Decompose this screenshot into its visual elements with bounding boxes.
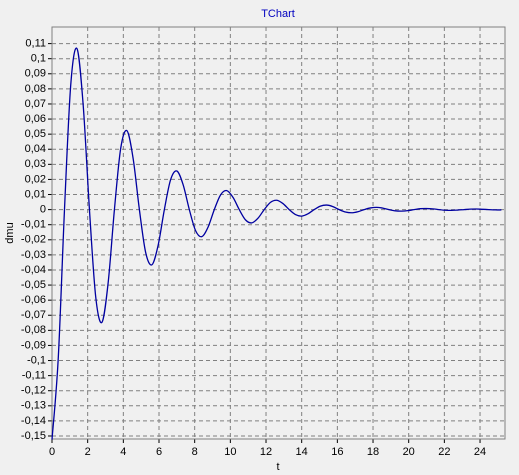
y-tick-label: -0,13 bbox=[21, 400, 46, 412]
y-tick-label: 0,1 bbox=[31, 53, 46, 65]
y-axis-label: dmu bbox=[4, 222, 16, 243]
y-tick-label: -0,12 bbox=[21, 385, 46, 397]
x-tick-label: 4 bbox=[120, 446, 126, 458]
x-tick-label: 12 bbox=[260, 446, 272, 458]
plot-frame bbox=[51, 26, 506, 440]
y-tick-label: -0,11 bbox=[22, 370, 46, 382]
y-tick-label: -0,08 bbox=[21, 324, 46, 336]
y-tick-label: -0,02 bbox=[21, 234, 46, 246]
y-tick-label: 0,04 bbox=[25, 143, 46, 155]
chart-title: TChart bbox=[261, 8, 295, 20]
x-axis-label: t bbox=[276, 461, 279, 473]
y-tick-label: -0,01 bbox=[21, 219, 46, 231]
y-tick-label: 0,06 bbox=[25, 113, 46, 125]
x-tick-label: 10 bbox=[224, 446, 236, 458]
y-tick-label: -0,06 bbox=[21, 294, 46, 306]
y-tick-label: -0,15 bbox=[21, 430, 46, 442]
x-tick-label: 14 bbox=[296, 446, 308, 458]
x-tick-label: 6 bbox=[156, 446, 162, 458]
y-tick-label: -0,1 bbox=[27, 354, 46, 366]
x-tick-label: 18 bbox=[367, 446, 379, 458]
x-tick-label: 8 bbox=[192, 446, 198, 458]
y-tick-label: -0,09 bbox=[21, 339, 46, 351]
y-tick-label: 0,11 bbox=[25, 38, 46, 50]
y-tick-label: -0,07 bbox=[21, 309, 46, 321]
y-tick-label: -0,05 bbox=[21, 279, 46, 291]
y-tick-label: -0,14 bbox=[21, 415, 46, 427]
y-tick-label: 0,05 bbox=[25, 128, 46, 140]
x-tick-label: 2 bbox=[85, 446, 91, 458]
y-tick-label: 0,01 bbox=[25, 188, 46, 200]
x-tick-label: 22 bbox=[438, 446, 450, 458]
x-tick-label: 0 bbox=[49, 446, 55, 458]
x-tick-label: 16 bbox=[331, 446, 343, 458]
y-tick-label: -0,03 bbox=[21, 249, 46, 261]
y-tick-label: 0,07 bbox=[25, 98, 46, 110]
y-tick-label: 0,02 bbox=[25, 173, 46, 185]
x-tick-label: 24 bbox=[474, 446, 486, 458]
y-tick-label: -0,04 bbox=[21, 264, 46, 276]
x-tick-label: 20 bbox=[403, 446, 415, 458]
data-line bbox=[51, 47, 502, 440]
y-tick-label: 0 bbox=[40, 204, 46, 216]
y-tick-label: 0,08 bbox=[25, 83, 46, 95]
y-tick-label: 0,03 bbox=[25, 158, 46, 170]
y-tick-label: 0,09 bbox=[25, 68, 46, 80]
